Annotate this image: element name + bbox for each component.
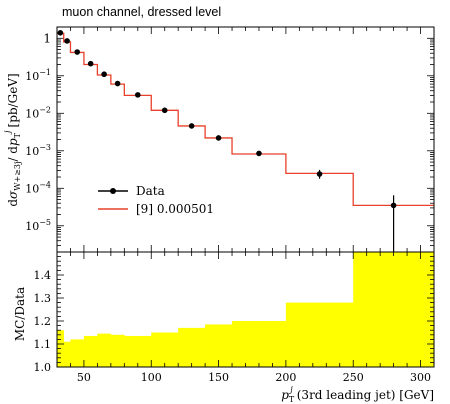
data-points (57, 30, 397, 252)
mc-line (57, 32, 434, 207)
ratio-axis-ticks: 1.0 1.1 1.2 1.3 1.4 50 100 150 200 250 300 (34, 251, 435, 384)
ratio-y-tick-label: 1.0 (34, 361, 52, 374)
ratio-bin (110, 334, 125, 367)
ratio-bin (151, 332, 179, 367)
y-tick-label: 1 (43, 31, 51, 45)
x-tick-label: 300 (410, 371, 431, 384)
data-point (390, 202, 397, 209)
ratio-bin (63, 341, 71, 367)
data-point (316, 171, 323, 177)
ratio-y-tick-label: 1.3 (34, 292, 52, 305)
data-point (114, 80, 121, 87)
main-frame (56, 26, 435, 253)
ratio-bin (353, 252, 435, 367)
legend-data-entry: Data (98, 184, 165, 198)
mc-histogram (57, 32, 434, 207)
ratio-bin (232, 321, 287, 367)
ratio-bin (83, 335, 98, 367)
legend-mc-entry: [9] 0.000501 (98, 202, 214, 216)
ratio-y-tick-label: 1.1 (34, 338, 52, 351)
x-tick-label: 250 (343, 371, 364, 384)
y-tick-label: 10−3 (25, 143, 51, 158)
x-tick-label: 50 (77, 371, 91, 384)
x-axis-label: pTj (3rd leading jet) [GeV] (281, 385, 434, 404)
chart-title: muon channel, dressed level (62, 5, 221, 19)
legend: Data [9] 0.000501 (98, 184, 214, 216)
svg-text:dσW+≥3j/ dpTj[pb/GeV]: dσW+≥3j/ dpTj[pb/GeV] (3, 73, 22, 206)
ratio-y-tick-label: 1.2 (34, 315, 52, 328)
ratio-band (57, 252, 435, 367)
ratio-bin (285, 302, 354, 367)
ratio-bin (97, 333, 112, 367)
main-y-label: dσW+≥3j/ dpTj[pb/GeV] (3, 73, 22, 206)
y-tick-label: 10−1 (25, 68, 51, 83)
ratio-bin (124, 335, 152, 367)
ratio-panel: 1.0 1.1 1.2 1.3 1.4 50 100 150 200 250 300 (34, 251, 435, 384)
x-tick-label: 100 (141, 371, 162, 384)
main-axis-ticks (57, 26, 435, 253)
y-tick-label: 10−5 (25, 218, 51, 233)
main-y-tick-labels: 1 10−1 10−2 10−3 10−4 10−5 (25, 31, 51, 233)
main-panel: 1 10−1 10−2 10−3 10−4 10−5 (25, 26, 435, 253)
ratio-y-tick-label: 1.4 (34, 269, 52, 282)
data-point (134, 92, 141, 98)
ratio-bin (205, 324, 233, 367)
x-tick-label: 200 (275, 371, 296, 384)
y-tick-label: 10−2 (25, 105, 51, 120)
data-point (74, 49, 80, 55)
data-point (87, 60, 94, 67)
data-point (161, 107, 168, 114)
svg-text:[9] 0.000501: [9] 0.000501 (136, 202, 214, 216)
ratio-frame (56, 251, 435, 368)
data-point (256, 150, 262, 157)
data-point (188, 123, 195, 129)
x-tick-label: 150 (208, 371, 229, 384)
data-point (101, 71, 107, 78)
data-point (64, 38, 70, 44)
ratio-y-label: MC/Data (13, 287, 27, 341)
ratio-bin (178, 327, 206, 367)
ratio-bin (70, 339, 85, 367)
data-point (57, 30, 64, 36)
data-point (215, 135, 222, 141)
svg-text:Data: Data (136, 184, 165, 198)
y-tick-label: 10−4 (25, 180, 51, 195)
